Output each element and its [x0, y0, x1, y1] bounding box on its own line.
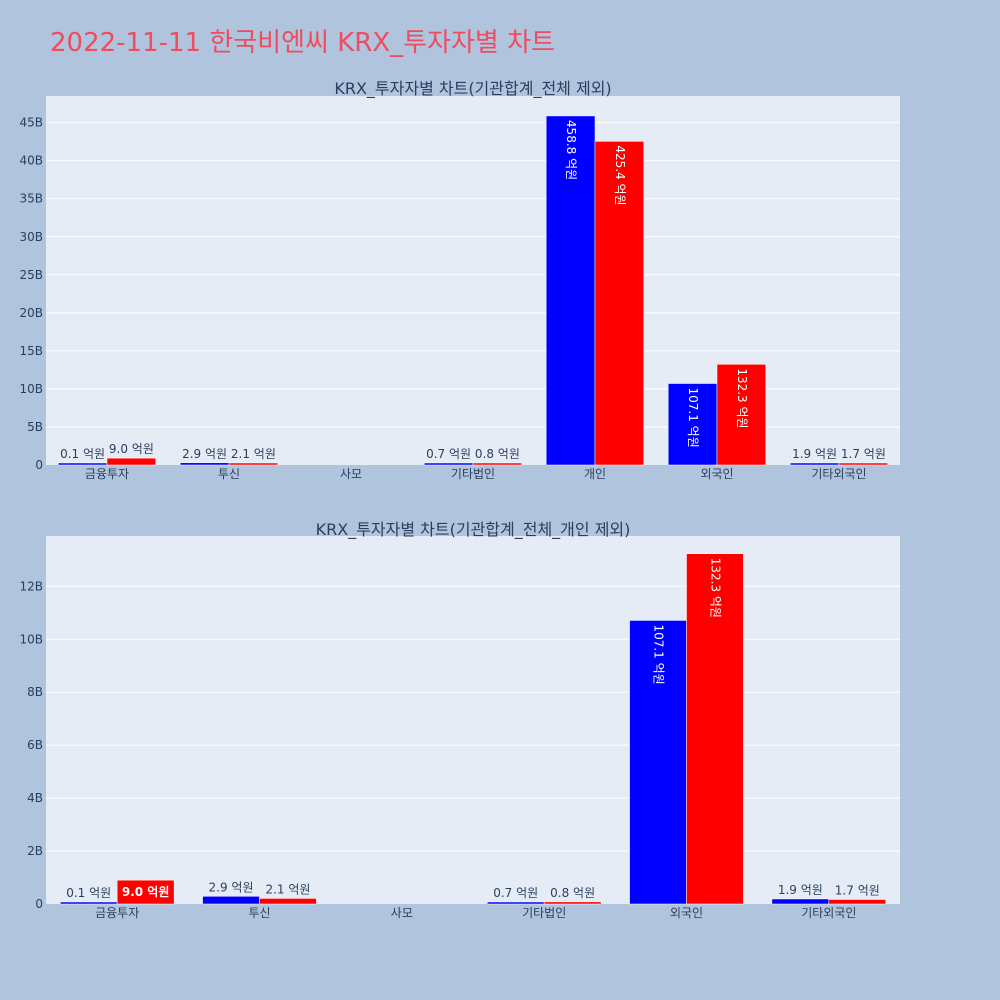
bar — [545, 115, 596, 466]
bar — [828, 899, 887, 905]
data-label: 1.7 억원 — [835, 883, 880, 897]
data-label: 425.4 억원 — [613, 145, 627, 205]
data-label: 0.7 억원 — [426, 447, 471, 461]
x-tick-label: 사모 — [391, 906, 413, 920]
x-tick-label: 기타외국인 — [801, 906, 856, 920]
x-tick-label: 기타외국인 — [811, 467, 866, 481]
bar — [106, 457, 157, 466]
x-tick-label: 투신 — [248, 906, 270, 920]
x-tick-label: 금융투자 — [85, 467, 129, 481]
bar — [423, 462, 474, 466]
x-tick-label: 개인 — [584, 467, 606, 481]
y-tick-label: 45B — [19, 116, 43, 130]
y-tick-label: 0 — [35, 897, 43, 911]
y-tick-label: 10B — [19, 632, 43, 646]
page-title: 2022-11-11 한국비엔씨 KRX_투자자별 차트 — [50, 28, 555, 58]
data-label: 0.8 억원 — [475, 447, 520, 461]
y-tick-label: 6B — [27, 738, 43, 752]
plot-area-1 — [46, 96, 900, 465]
chart-title-1: KRX_투자자별 차트(기관합계_전체 제외) — [334, 79, 611, 99]
y-tick-label: 0 — [35, 458, 43, 472]
y-tick-label: 8B — [27, 685, 43, 699]
data-label: 2.9 억원 — [182, 447, 227, 461]
x-tick-label: 기타법인 — [522, 906, 566, 920]
x-tick-label: 금융투자 — [95, 906, 139, 920]
data-label: 0.1 억원 — [60, 447, 105, 461]
x-tick-label: 기타법인 — [451, 467, 495, 481]
data-label: 132.3 억원 — [735, 368, 749, 428]
chart-title-2: KRX_투자자별 차트(기관합계_전체_개인 제외) — [316, 520, 631, 540]
y-tick-label: 5B — [27, 420, 43, 434]
data-label: 458.8 억원 — [564, 120, 578, 180]
bar — [228, 462, 279, 466]
data-label: 107.1 억원 — [652, 624, 666, 684]
y-tick-label: 35B — [19, 192, 43, 206]
data-label: 1.7 억원 — [841, 447, 886, 461]
data-label: 2.1 억원 — [231, 447, 276, 461]
bar — [179, 462, 230, 466]
y-tick-label: 25B — [19, 268, 43, 282]
bar — [629, 620, 687, 905]
data-label: 0.1 억원 — [66, 886, 111, 900]
data-label: 0.8 억원 — [550, 886, 595, 900]
y-tick-label: 10B — [19, 382, 43, 396]
bar — [486, 901, 545, 905]
bar — [667, 383, 718, 466]
bar — [716, 364, 767, 466]
bar — [789, 462, 840, 466]
data-label: 107.1 억원 — [686, 388, 700, 448]
y-tick-label: 30B — [19, 230, 43, 244]
data-label: 9.0 억원 — [122, 885, 170, 899]
y-tick-label: 4B — [27, 791, 43, 805]
data-label: 132.3 억원 — [708, 558, 722, 618]
bar — [116, 879, 175, 905]
bar — [543, 901, 602, 905]
bar — [594, 141, 645, 466]
y-tick-label: 20B — [19, 306, 43, 320]
x-tick-label: 외국인 — [700, 467, 733, 481]
y-tick-label: 40B — [19, 154, 43, 168]
bar — [202, 896, 260, 905]
data-label: 9.0 억원 — [109, 442, 154, 456]
data-label: 2.9 억원 — [209, 880, 254, 894]
bar — [472, 462, 523, 466]
bar — [686, 553, 744, 905]
y-tick-label: 2B — [27, 844, 43, 858]
x-tick-label: 사모 — [340, 467, 362, 481]
data-label: 1.9 억원 — [778, 883, 823, 897]
bar — [59, 901, 118, 905]
bar — [838, 462, 889, 466]
x-tick-label: 외국인 — [670, 906, 703, 920]
data-label: 2.1 억원 — [265, 882, 310, 896]
data-label: 0.7 억원 — [493, 886, 538, 900]
bar — [57, 462, 108, 466]
data-label: 1.9 억원 — [792, 447, 837, 461]
y-tick-label: 15B — [19, 344, 43, 358]
plot-area-2 — [46, 536, 900, 904]
x-tick-label: 투신 — [218, 467, 240, 481]
y-tick-label: 12B — [19, 579, 43, 593]
bar — [771, 898, 830, 905]
bar — [259, 898, 317, 905]
